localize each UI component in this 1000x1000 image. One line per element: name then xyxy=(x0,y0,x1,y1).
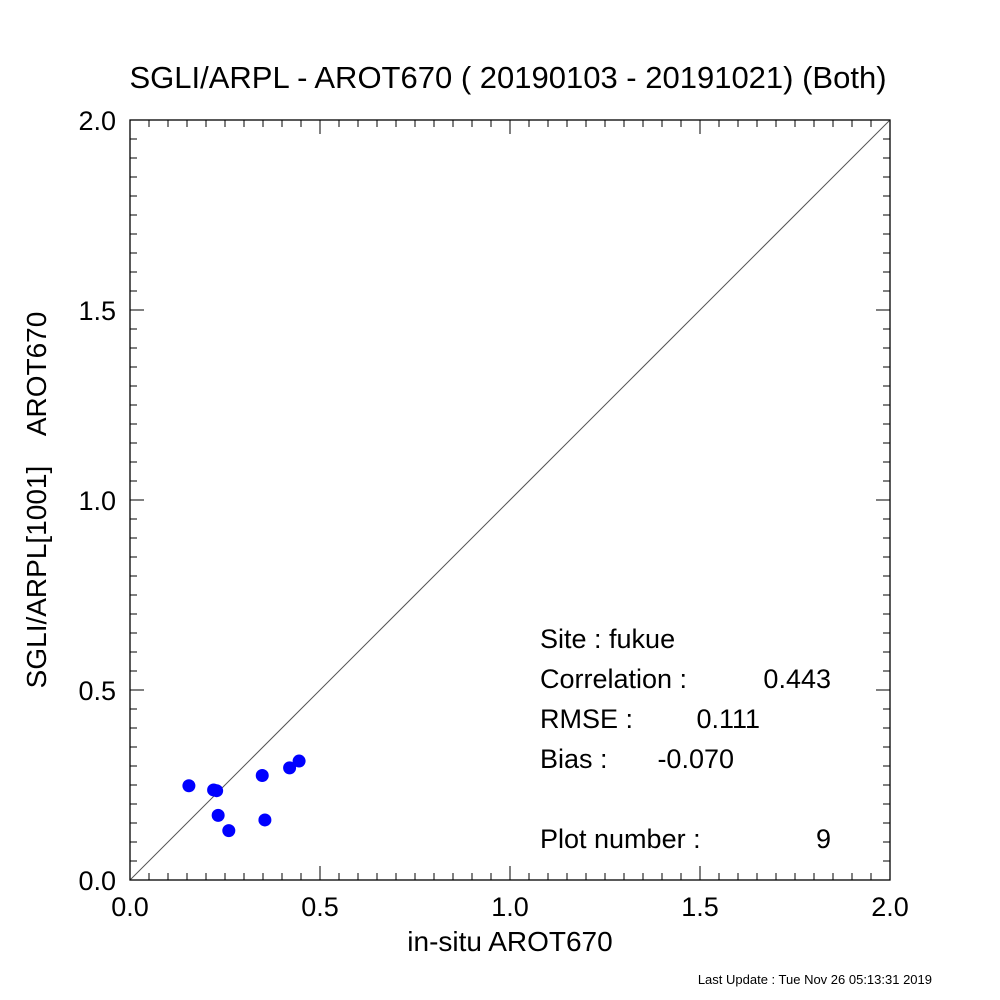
x-tick-label: 0.5 xyxy=(301,892,339,922)
data-point xyxy=(182,779,196,793)
y-axis-label: SGLI/ARPL[1001] AROT670 xyxy=(21,312,52,689)
x-axis-label: in-situ AROT670 xyxy=(407,926,612,957)
plot-area xyxy=(129,119,891,881)
last-update-footer: Last Update : Tue Nov 26 05:13:31 2019 xyxy=(698,972,932,987)
data-point xyxy=(255,769,269,782)
data-points xyxy=(182,754,306,838)
x-tick-labels: 0.0 0.5 1.0 1.5 2.0 xyxy=(111,892,909,922)
data-point xyxy=(210,784,224,798)
y-tick-label: 1.0 xyxy=(78,486,116,516)
stats-site: Site : fukue xyxy=(540,624,675,654)
data-point xyxy=(211,808,225,822)
y-tick-label: 0.5 xyxy=(78,676,116,706)
stats-rmse-value: 0.111 xyxy=(696,704,760,734)
data-point xyxy=(258,813,272,827)
data-point xyxy=(283,761,297,775)
data-point xyxy=(292,754,306,768)
major-ticks xyxy=(129,119,891,881)
x-tick-label: 1.5 xyxy=(681,892,719,922)
x-tick-label: 2.0 xyxy=(871,892,909,922)
stats-plot-number-value: 9 xyxy=(816,824,831,854)
y-tick-label: 0.0 xyxy=(78,866,116,896)
data-point xyxy=(222,824,236,838)
y-tick-label: 2.0 xyxy=(78,106,116,136)
chart-title: SGLI/ARPL - AROT670 ( 20190103 - 2019102… xyxy=(129,60,886,95)
y-tick-label: 1.5 xyxy=(78,296,116,326)
y-tick-labels: 0.0 0.5 1.0 1.5 2.0 xyxy=(78,106,116,896)
stats-bias-label: Bias : xyxy=(540,744,608,774)
x-tick-label: 1.0 xyxy=(491,892,529,922)
identity-reference-line xyxy=(129,119,891,881)
stats-plot-number-label: Plot number : xyxy=(540,824,701,854)
stats-bias-value: -0.070 xyxy=(657,744,734,774)
stats-correlation-label: Correlation : xyxy=(540,664,687,694)
stats-correlation-value: 0.443 xyxy=(763,664,831,694)
x-tick-label: 0.0 xyxy=(111,892,149,922)
stats-rmse-label: RMSE : xyxy=(540,704,633,734)
stats-box: Site : fukue Correlation : 0.443 RMSE : … xyxy=(540,624,831,854)
minor-ticks xyxy=(130,120,890,880)
